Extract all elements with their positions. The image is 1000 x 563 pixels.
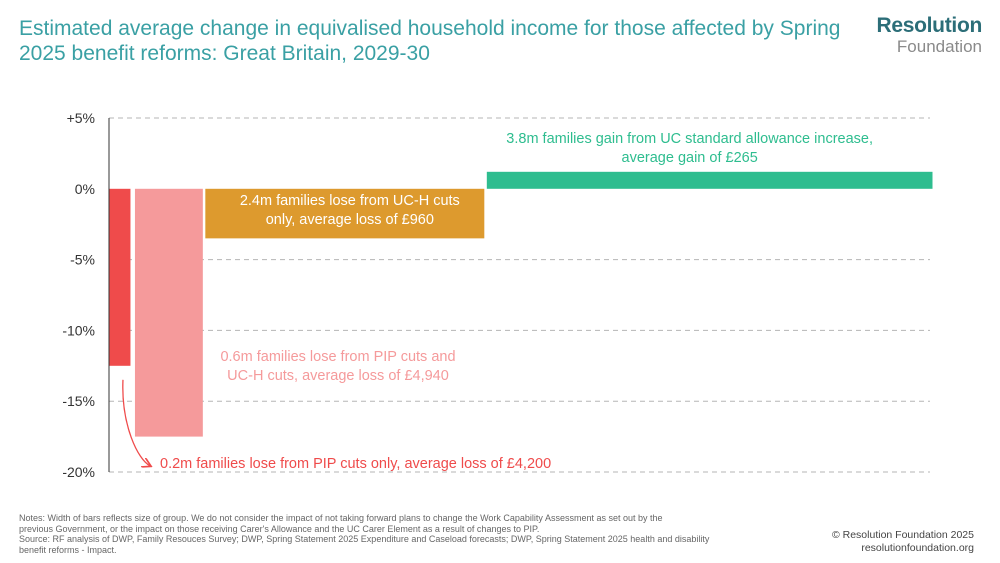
gain-annotation: average gain of £265 bbox=[622, 150, 758, 166]
income-change-chart: +5% 0% -5% -10% -15% -20% 3.8m families gain … bbox=[62, 110, 933, 480]
y-tick-label: -15% bbox=[62, 393, 95, 409]
pip-only-loss-annotation: 0.2m families lose from PIP cuts only, a… bbox=[160, 456, 551, 472]
website-line: resolutionfoundation.org bbox=[861, 542, 974, 554]
bar bbox=[109, 188, 131, 366]
annotation-arrow bbox=[122, 379, 150, 466]
notes-line: Notes: Width of bars reflects size of gr… bbox=[19, 513, 663, 523]
notes-line: previous Government, or the impact on th… bbox=[19, 523, 540, 534]
bar bbox=[205, 188, 485, 239]
uch-loss-annotation: 2.4m families lose from UC-H cuts bbox=[240, 193, 460, 209]
resolution-foundation-logo: Resolution Foundation bbox=[877, 14, 983, 56]
y-axis-ticks: +5% 0% -5% -10% -15% -20% bbox=[62, 110, 95, 480]
bars bbox=[109, 171, 933, 437]
y-tick-label: +5% bbox=[67, 110, 95, 126]
y-tick-label: -10% bbox=[62, 322, 95, 338]
copyright: © Resolution Foundation 2025 resolutionf… bbox=[832, 529, 974, 555]
gridlines bbox=[109, 117, 930, 473]
chart-notes: Notes: Width of bars reflects size of gr… bbox=[19, 513, 819, 555]
logo-line-1: Resolution bbox=[876, 14, 983, 37]
bar bbox=[486, 171, 933, 189]
uch-loss-annotation: only, average loss of £960 bbox=[266, 212, 434, 228]
gain-annotation: 3.8m families gain from UC standard allo… bbox=[506, 131, 873, 147]
source-line: benefit reforms - Impact. bbox=[19, 544, 117, 555]
source-line: Source: RF analysis of DWP, Family Resou… bbox=[19, 534, 710, 544]
pip-uch-loss-annotation: 0.6m families lose from PIP cuts and bbox=[220, 349, 455, 365]
y-tick-label: 0% bbox=[75, 181, 95, 197]
logo-line-2: Foundation bbox=[896, 37, 982, 56]
annotations: 3.8m families gain from UC standard allo… bbox=[122, 131, 873, 472]
copyright-line: © Resolution Foundation 2025 bbox=[831, 529, 974, 541]
chart-title: Estimated average change in equivalised … bbox=[19, 17, 841, 65]
bar bbox=[134, 188, 203, 437]
y-tick-label: -5% bbox=[70, 252, 95, 268]
y-tick-label: -20% bbox=[62, 464, 95, 480]
pip-uch-loss-annotation: UC-H cuts, average loss of £4,940 bbox=[227, 368, 449, 384]
